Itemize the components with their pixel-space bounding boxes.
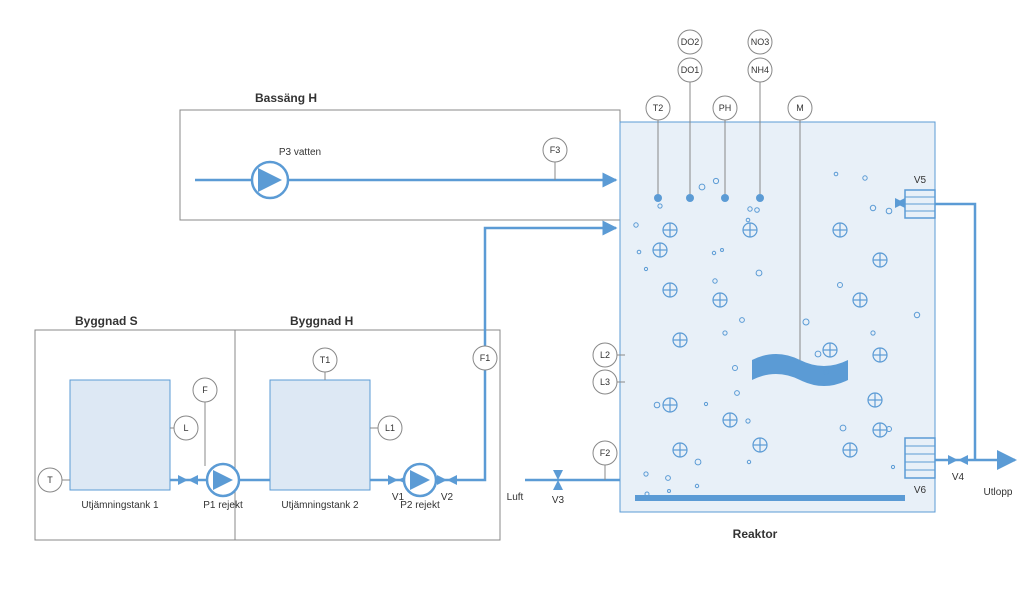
byggnad-h-title: Byggnad H bbox=[290, 314, 353, 328]
indicator-f3: F3 bbox=[543, 138, 567, 180]
pump-p2: P2 rejekt bbox=[400, 464, 440, 511]
svg-text:T1: T1 bbox=[320, 355, 331, 365]
svg-text:F1: F1 bbox=[480, 353, 491, 363]
indicator-l: L bbox=[170, 416, 198, 440]
indicator-f1: F1 bbox=[473, 346, 497, 370]
pump-p3: P3 vatten bbox=[252, 147, 321, 198]
valve-v3: V3 bbox=[552, 470, 565, 506]
reaktor-title: Reaktor bbox=[733, 527, 778, 541]
p1-label: P1 rejekt bbox=[203, 500, 243, 511]
tank-utjamning-2: Utjämningstank 2 bbox=[270, 380, 370, 511]
svg-text:PH: PH bbox=[719, 103, 732, 113]
svg-text:NO3: NO3 bbox=[751, 37, 770, 47]
indicator-f2: F2 bbox=[593, 441, 617, 480]
aeration-bar bbox=[635, 495, 905, 501]
indicator-l1: L1 bbox=[370, 416, 402, 440]
p2-label: P2 rejekt bbox=[400, 500, 440, 511]
svg-text:L1: L1 bbox=[385, 423, 395, 433]
svg-text:M: M bbox=[796, 103, 804, 113]
svg-text:DO1: DO1 bbox=[681, 65, 700, 75]
tank2-label: Utjämningstank 2 bbox=[281, 500, 359, 511]
svg-text:L3: L3 bbox=[600, 377, 610, 387]
p3-label: P3 vatten bbox=[279, 147, 321, 158]
svg-text:T2: T2 bbox=[653, 103, 664, 113]
bassang-h-title: Bassäng H bbox=[255, 91, 317, 105]
svg-text:V4: V4 bbox=[952, 472, 965, 483]
utlopp-label: Utlopp bbox=[984, 487, 1013, 498]
svg-text:F: F bbox=[202, 385, 208, 395]
indicator-t1: T1 bbox=[313, 348, 337, 380]
svg-text:V6: V6 bbox=[914, 485, 927, 496]
tank1-label: Utjämningstank 1 bbox=[81, 500, 159, 511]
svg-text:F2: F2 bbox=[600, 448, 611, 458]
svg-text:L2: L2 bbox=[600, 350, 610, 360]
pump-p1: P1 rejekt bbox=[203, 464, 243, 511]
reaktor-tank: Reaktor bbox=[620, 122, 935, 541]
pipe-v5-down bbox=[935, 204, 975, 460]
tank-utjamning-1: Utjämningstank 1 bbox=[70, 380, 170, 511]
luft-label: Luft bbox=[507, 492, 524, 503]
svg-text:DO2: DO2 bbox=[681, 37, 700, 47]
svg-text:NH4: NH4 bbox=[751, 65, 769, 75]
svg-text:V5: V5 bbox=[914, 175, 927, 186]
byggnad-s-title: Byggnad S bbox=[75, 314, 138, 328]
svg-text:V3: V3 bbox=[552, 495, 565, 506]
svg-text:F3: F3 bbox=[550, 145, 561, 155]
valve-left-tank1 bbox=[178, 475, 198, 485]
indicator-t: T bbox=[38, 468, 70, 492]
svg-text:L: L bbox=[183, 423, 188, 433]
svg-text:T: T bbox=[47, 475, 53, 485]
svg-text:V2: V2 bbox=[441, 492, 454, 503]
